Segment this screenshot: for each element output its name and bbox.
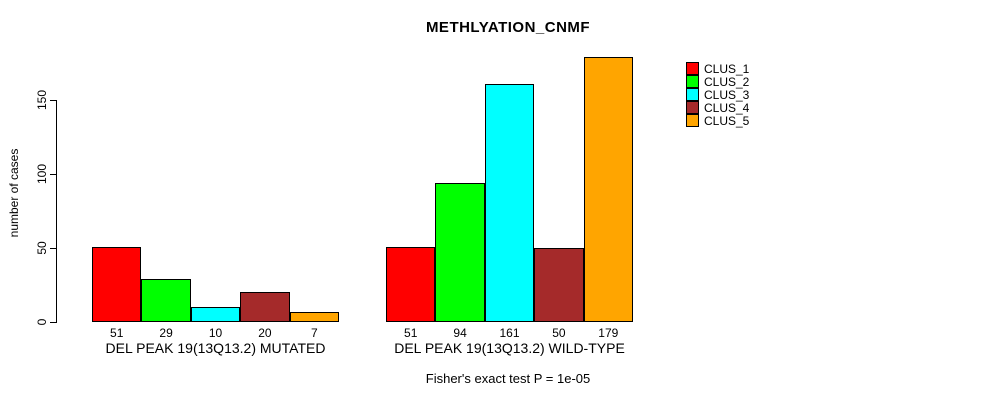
- group-label: DEL PEAK 19(13Q13.2) MUTATED: [105, 340, 326, 356]
- y-axis-tick: [50, 99, 56, 101]
- legend-label: CLUS_3: [704, 87, 750, 102]
- bar-CLUS_2: [435, 183, 485, 322]
- legend-item: CLUS_2: [686, 74, 750, 89]
- y-axis-tick: [50, 247, 56, 249]
- bar-CLUS_4: [240, 292, 290, 322]
- y-tick-label: 0: [35, 318, 49, 326]
- legend-label: CLUS_2: [704, 74, 750, 89]
- bar-CLUS_2: [141, 279, 191, 322]
- y-axis-label: number of cases: [7, 148, 21, 238]
- chart-title: METHLYATION_CNMF: [425, 19, 591, 36]
- bar-value-label: 7: [310, 326, 318, 340]
- legend-item: CLUS_3: [686, 87, 750, 102]
- bar-value-label: 51: [110, 326, 124, 340]
- bar-CLUS_4: [534, 248, 584, 322]
- bar-CLUS_1: [92, 247, 142, 322]
- bar-value-label: 29: [159, 326, 173, 340]
- y-tick-label: 50: [35, 241, 49, 255]
- y-axis-tick: [50, 321, 56, 323]
- bar-CLUS_3: [484, 84, 535, 322]
- bar-value-label: 51: [404, 326, 418, 340]
- legend-swatch-CLUS_2: [686, 75, 699, 88]
- legend-swatch-CLUS_1: [686, 62, 699, 75]
- legend-item: CLUS_5: [686, 113, 750, 128]
- y-axis-tick: [50, 173, 56, 175]
- bar-CLUS_5: [583, 57, 633, 322]
- y-axis-line: [56, 100, 57, 323]
- legend: CLUS_1 CLUS_2 CLUS_3 CLUS_4 CLUS_5: [686, 61, 750, 128]
- legend-label: CLUS_1: [704, 61, 750, 76]
- y-tick-label: 150: [35, 89, 49, 111]
- group-label: DEL PEAK 19(13Q13.2) WILD-TYPE: [394, 340, 625, 356]
- bar-value-label: 179: [598, 326, 619, 340]
- bar-value-label: 50: [552, 326, 566, 340]
- bar-CLUS_3: [190, 307, 241, 322]
- legend-swatch-CLUS_3: [686, 88, 699, 101]
- fisher-test-annotation: Fisher's exact test P = 1e-05: [425, 371, 591, 386]
- bar-value-label: 94: [453, 326, 467, 340]
- bar-value-label: 20: [258, 326, 272, 340]
- bar-value-label: 161: [499, 326, 520, 340]
- y-tick-label: 100: [35, 163, 49, 185]
- bar-CLUS_1: [386, 247, 436, 322]
- bar-value-label: 10: [208, 326, 223, 340]
- bar-CLUS_5: [289, 312, 339, 322]
- legend-swatch-CLUS_4: [686, 101, 699, 114]
- legend-label: CLUS_4: [704, 100, 750, 115]
- legend-label: CLUS_5: [704, 113, 750, 128]
- legend-swatch-CLUS_5: [686, 114, 699, 127]
- legend-item: CLUS_4: [686, 100, 750, 115]
- legend-item: CLUS_1: [686, 61, 750, 76]
